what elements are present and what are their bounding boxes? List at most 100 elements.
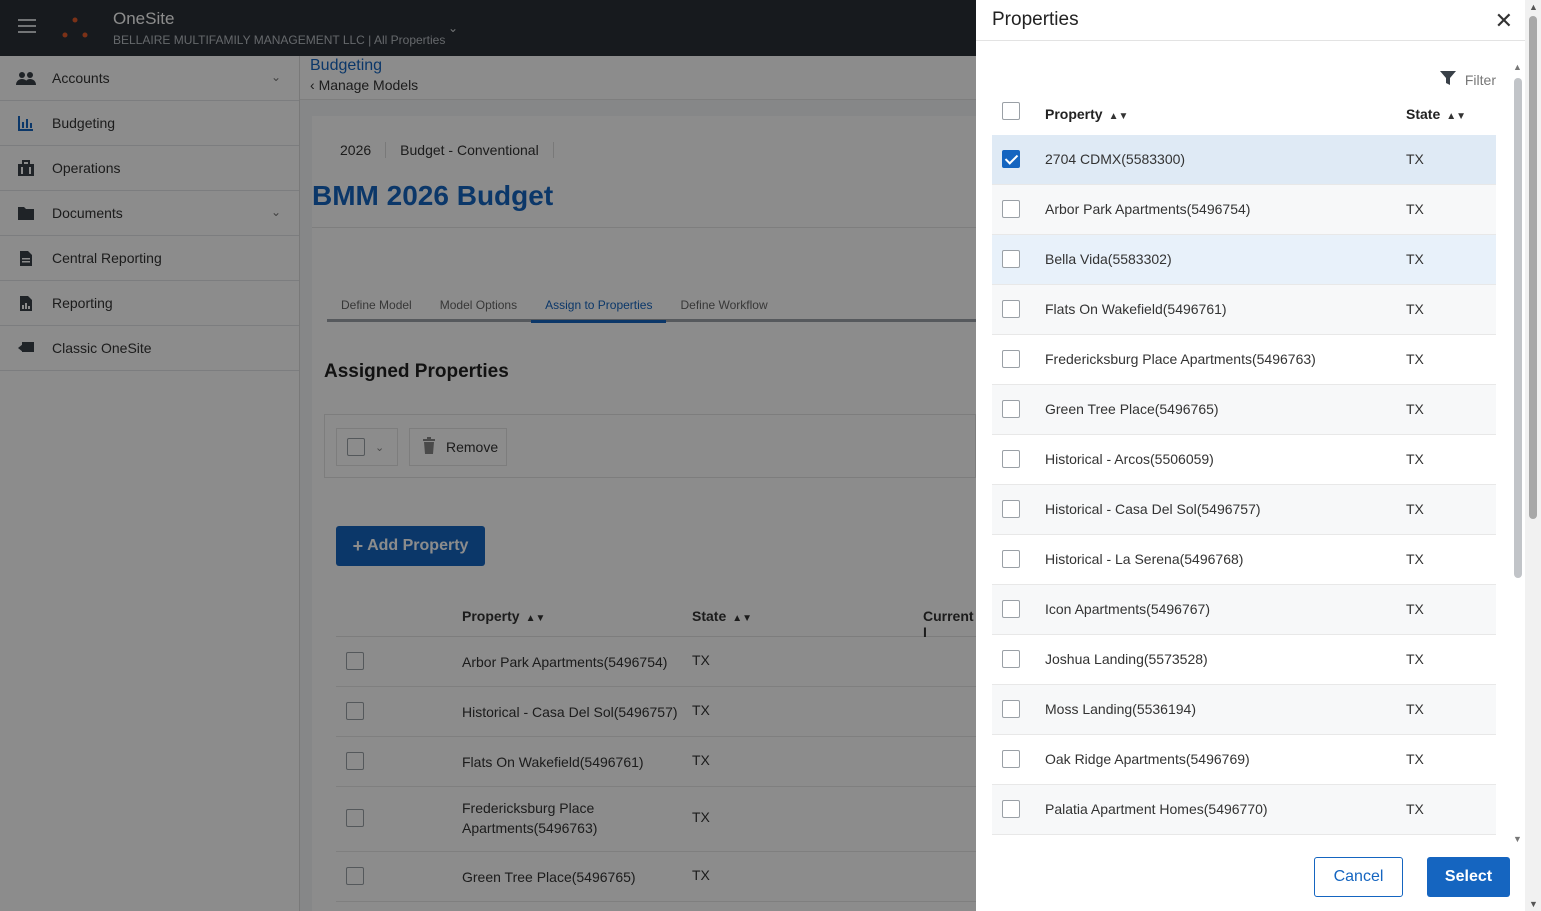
list-item[interactable]: Historical - Casa Del Sol(5496757) TX <box>992 485 1496 535</box>
close-icon[interactable]: ✕ <box>1494 8 1513 33</box>
sort-icon[interactable]: ▲▼ <box>1108 111 1129 122</box>
sidebar-item-label: Classic OneSite <box>52 340 152 356</box>
chevron-down-icon: ⌄ <box>270 205 281 219</box>
list-item[interactable]: Fredericksburg Place Apartments(5496763)… <box>992 335 1496 385</box>
onesite-logo <box>62 17 88 38</box>
sidebar-item-label: Documents <box>52 205 123 221</box>
trash-icon <box>422 437 436 457</box>
column-header-current[interactable]: Current I <box>923 608 974 640</box>
select-all-checkbox[interactable] <box>1002 102 1020 120</box>
sidebar-item-operations[interactable]: Operations <box>0 146 299 191</box>
list-item[interactable]: Historical - Arcos(5506059) TX <box>992 435 1496 485</box>
scroll-down-icon[interactable]: ▼ <box>1513 834 1522 844</box>
row-checkbox[interactable] <box>1002 200 1020 218</box>
row-checkbox[interactable] <box>346 752 364 770</box>
filter-button[interactable]: Filter <box>1439 69 1496 90</box>
list-item[interactable]: Flats On Wakefield(5496761) TX <box>992 285 1496 335</box>
remove-button[interactable]: Remove <box>409 428 507 466</box>
row-checkbox[interactable] <box>1002 350 1020 368</box>
company-selector-label[interactable]: BELLAIRE MULTIFAMILY MANAGEMENT LLC | Al… <box>113 33 446 47</box>
sort-icon[interactable]: ▲▼ <box>525 613 546 624</box>
row-checkbox[interactable] <box>1002 750 1020 768</box>
select-button[interactable]: Select <box>1427 857 1510 897</box>
sidebar-item-budgeting[interactable]: Budgeting <box>0 101 299 146</box>
row-checkbox[interactable] <box>1002 650 1020 668</box>
sidebar-item-central-reporting[interactable]: Central Reporting <box>0 236 299 281</box>
list-item[interactable]: Arbor Park Apartments(5496754) TX <box>992 185 1496 235</box>
row-property: Flats On Wakefield(5496761) <box>462 754 644 770</box>
row-state: TX <box>692 867 710 883</box>
row-checkbox[interactable] <box>346 809 364 827</box>
list-item[interactable]: Icon Apartments(5496767) TX <box>992 585 1496 635</box>
row-checkbox[interactable] <box>1002 800 1020 818</box>
sort-icon[interactable]: ▲▼ <box>732 613 753 624</box>
panel-title: Properties <box>992 9 1079 30</box>
list-item[interactable]: Palatia Apartment Homes(5496770) TX <box>992 785 1496 835</box>
page-title: BMM 2026 Budget <box>312 180 554 211</box>
bulk-select-dropdown[interactable]: ⌄ <box>336 428 398 466</box>
row-property: Green Tree Place(5496765) <box>462 869 636 885</box>
scroll-down-icon[interactable]: ▼ <box>1529 899 1538 909</box>
sidebar-item-label: Accounts <box>52 70 110 86</box>
panel-scrollbar[interactable]: ▲ ▼ <box>1512 62 1524 844</box>
sidebar-item-accounts[interactable]: Accounts ⌄ <box>0 56 299 101</box>
row-checkbox[interactable] <box>346 702 364 720</box>
column-header-property[interactable]: Property ▲▼ <box>1045 106 1129 122</box>
list-item[interactable]: Bella Vida(5583302) TX <box>992 235 1496 285</box>
chevron-down-icon[interactable]: ⌄ <box>448 21 459 35</box>
row-checkbox[interactable] <box>346 867 364 885</box>
scroll-up-icon[interactable]: ▲ <box>1529 2 1538 12</box>
row-checkbox[interactable] <box>1002 550 1020 568</box>
row-checkbox[interactable] <box>1002 400 1020 418</box>
list-item[interactable]: Moss Landing(5536194) TX <box>992 685 1496 735</box>
column-header-property[interactable]: Property ▲▼ <box>462 608 546 624</box>
tab-assign-to-properties[interactable]: Assign to Properties <box>531 296 667 323</box>
row-checkbox[interactable] <box>1002 450 1020 468</box>
properties-panel: Properties ✕ Filter Property ▲▼ State ▲▼ 2… <box>976 0 1525 911</box>
scrollbar-thumb[interactable] <box>1514 78 1522 578</box>
add-property-button[interactable]: + Add Property <box>336 526 485 566</box>
sidebar-item-documents[interactable]: Documents ⌄ <box>0 191 299 236</box>
list-item[interactable]: Green Tree Place(5496765) TX <box>992 385 1496 435</box>
page-scrollbar[interactable]: ▲ ▼ <box>1525 0 1541 911</box>
tab-model-options[interactable]: Model Options <box>439 298 518 312</box>
row-state: TX <box>1406 801 1424 817</box>
list-item[interactable]: Joshua Landing(5573528) TX <box>992 635 1496 685</box>
sort-icon[interactable]: ▲▼ <box>1446 111 1467 122</box>
row-property: 2704 CDMX(5583300) <box>1045 151 1186 167</box>
cancel-button[interactable]: Cancel <box>1314 857 1403 897</box>
select-all-checkbox[interactable] <box>347 438 365 456</box>
row-checkbox[interactable] <box>1002 600 1020 618</box>
modal-backdrop[interactable] <box>0 0 976 911</box>
back-link[interactable]: ‹ Manage Models <box>310 77 419 93</box>
row-checkbox[interactable] <box>1002 500 1020 518</box>
row-state: TX <box>1406 401 1424 417</box>
column-header-state[interactable]: State ▲▼ <box>1406 106 1467 122</box>
sidebar-item-classic-onesite[interactable]: Classic OneSite <box>0 326 299 371</box>
breadcrumb[interactable]: Budgeting <box>310 57 383 74</box>
chevron-down-icon[interactable]: ⌄ <box>375 441 385 454</box>
column-header-state[interactable]: State ▲▼ <box>692 608 753 624</box>
row-state: TX <box>1406 651 1424 667</box>
sidebar-item-reporting[interactable]: Reporting <box>0 281 299 326</box>
scroll-up-icon[interactable]: ▲ <box>1513 62 1522 72</box>
row-state: TX <box>1406 501 1424 517</box>
row-property: Fredericksburg Place Apartments(5496763) <box>462 800 598 836</box>
scrollbar-thumb[interactable] <box>1529 16 1537 519</box>
row-state: TX <box>1406 351 1424 367</box>
row-checkbox[interactable] <box>1002 150 1020 168</box>
list-item[interactable]: Oak Ridge Apartments(5496769) TX <box>992 735 1496 785</box>
row-state: TX <box>1406 551 1424 567</box>
row-property: Historical - Casa Del Sol(5496757) <box>1045 501 1261 517</box>
row-checkbox[interactable] <box>1002 700 1020 718</box>
row-checkbox[interactable] <box>346 652 364 670</box>
tab-define-workflow[interactable]: Define Workflow <box>680 298 768 312</box>
row-state: TX <box>692 752 710 768</box>
list-item[interactable]: 2704 CDMX(5583300) TX <box>992 135 1496 185</box>
tab-define-model[interactable]: Define Model <box>341 298 412 312</box>
row-checkbox[interactable] <box>1002 250 1020 268</box>
hamburger-menu-icon[interactable] <box>18 19 36 35</box>
row-checkbox[interactable] <box>1002 300 1020 318</box>
list-item[interactable]: Historical - La Serena(5496768) TX <box>992 535 1496 585</box>
row-state: TX <box>1406 751 1424 767</box>
